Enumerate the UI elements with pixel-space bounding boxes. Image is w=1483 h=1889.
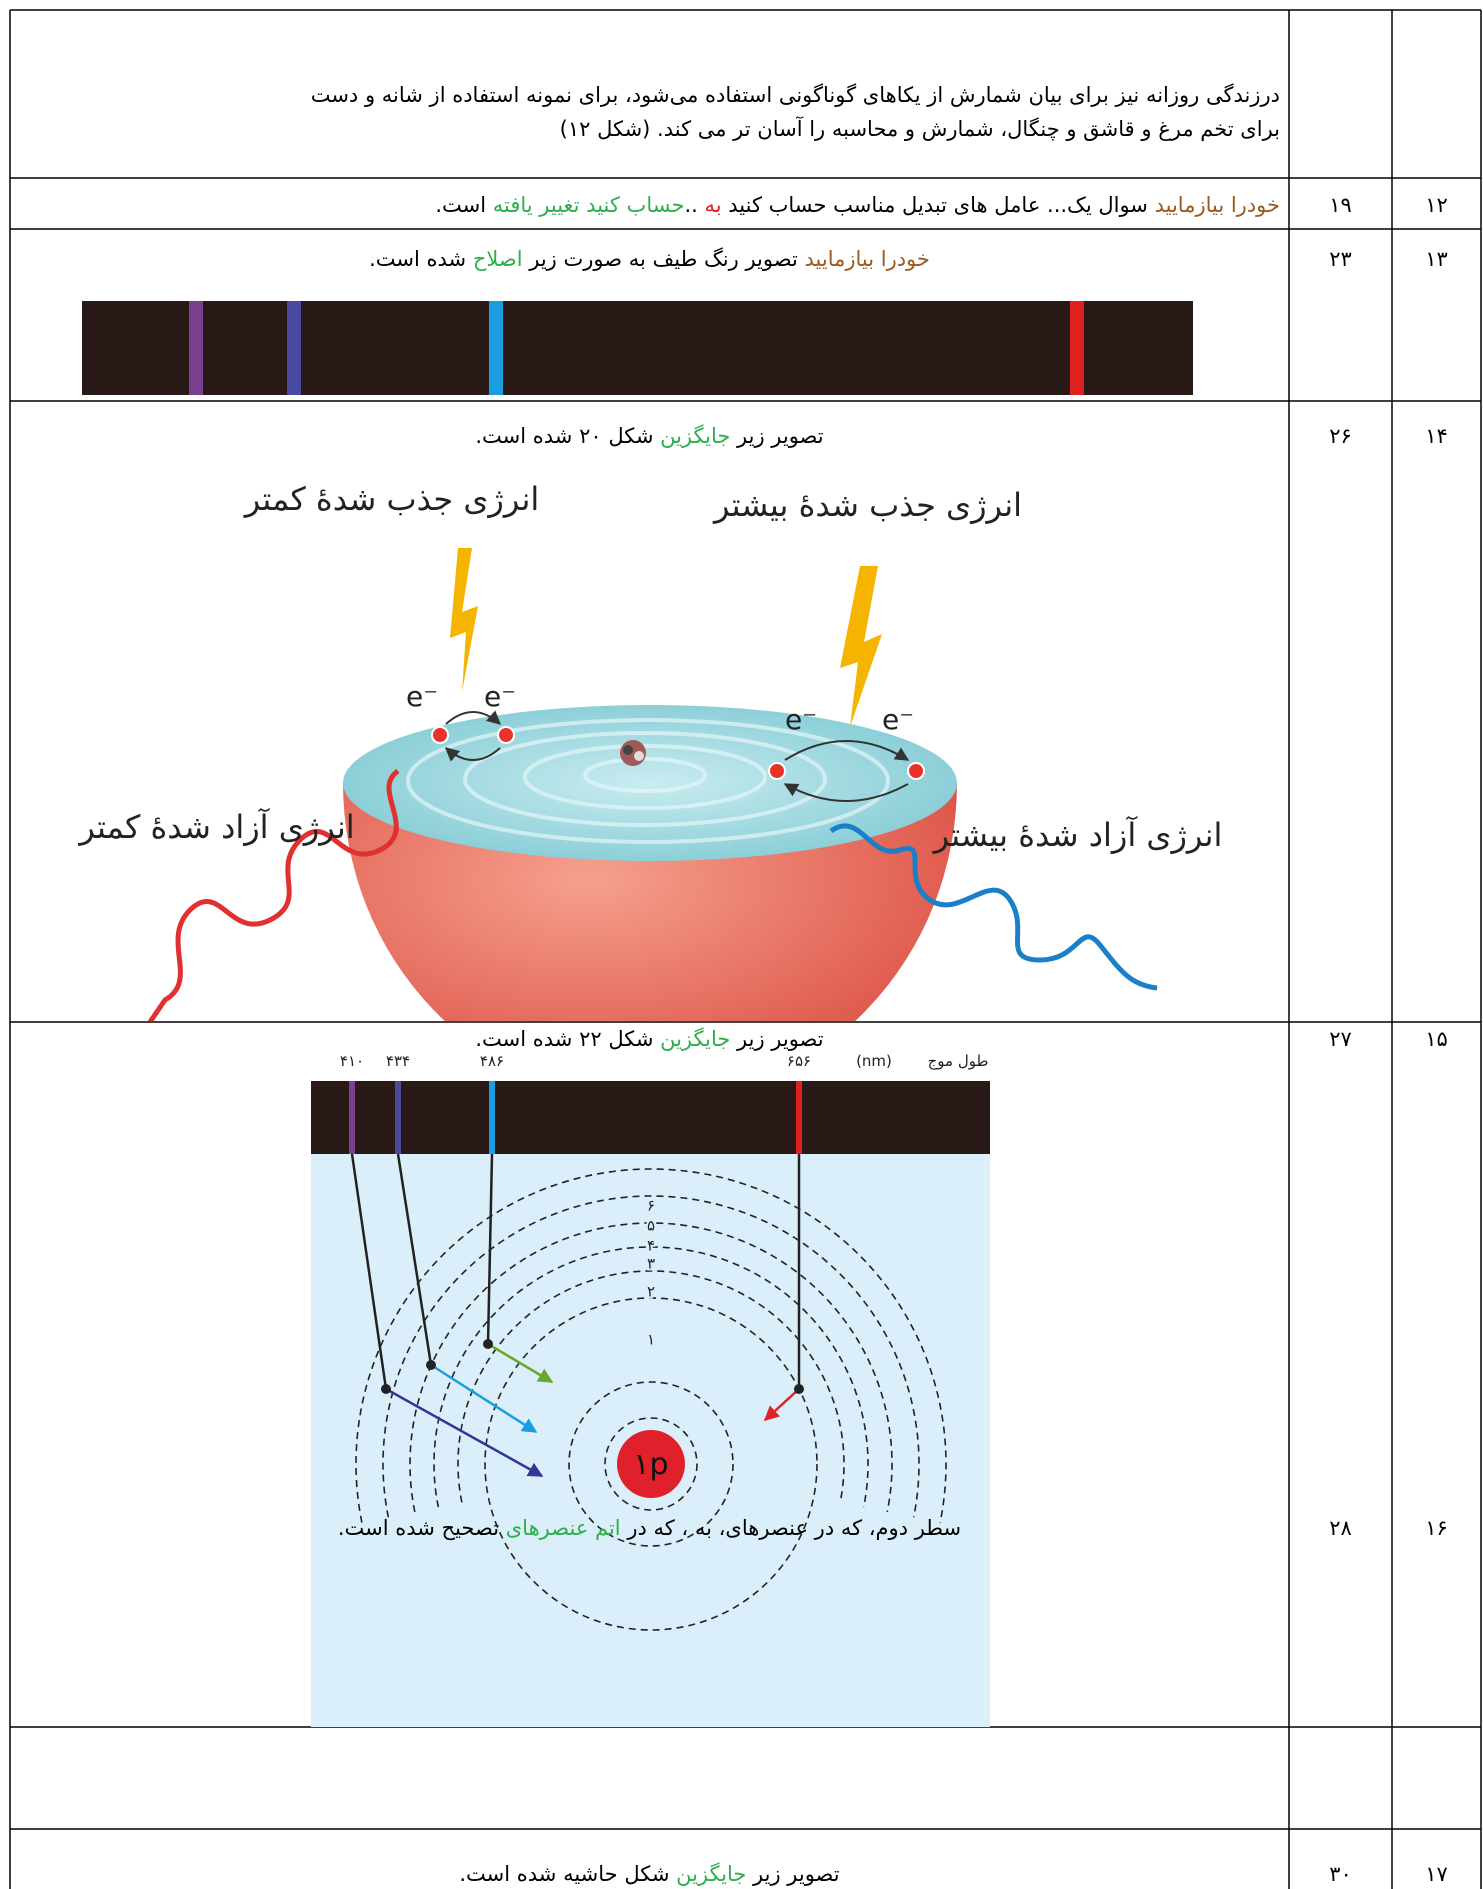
level-label: ۳ [647,1255,655,1273]
row-text: تصویر زیر جایگزین شکل ۲۲ شده است. [10,1024,1289,1054]
paragraph-line: درزندگی روزانه نیز برای بیان شمارش از یک… [310,83,1280,107]
electron-label: e⁻ [484,680,516,713]
text-segment: است. [435,193,493,217]
text-segment: شکل ۲۰ شده است. [475,424,661,448]
electron-label: e⁻ [785,703,817,736]
text-segment: شده است. [369,247,473,271]
text-segment: جایگزین [660,424,731,448]
wavelength-label: ۴۸۶ [480,1052,504,1070]
axis-label: طول موج [928,1052,989,1071]
level-label: ۴ [647,1237,655,1255]
orbit-ring [382,1195,920,1518]
page-number: ۲۳ [1329,247,1352,271]
page-number: ۳۰ [1329,1862,1352,1886]
orbit-ring [409,1222,893,1513]
text-segment: شکل حاشیه شده است. [459,1862,677,1886]
row-text: تصویر زیر جایگزین شکل ۲۰ شده است. [10,421,1289,451]
row-number: ۱۷ [1425,1862,1448,1886]
text-segment: تصویر زیر [730,424,824,448]
text-segment: تصویر رنگ طیف به صورت زیر [522,247,805,271]
text-segment: تصویر زیر [730,1027,824,1051]
text-segment: خودرا بیازمایید [804,247,930,271]
level-label: ۱ [647,1331,655,1349]
figure-label: انرژی آزاد شدهٔ کمتر [77,807,354,846]
atom-hemisphere-figure [147,548,1158,1021]
level-label: ۶ [647,1197,655,1215]
page-number: ۲۷ [1329,1027,1352,1051]
orbit-ring [433,1246,869,1508]
row-text: تصویر زیر جایگزین شکل حاشیه شده است. [10,1859,1289,1889]
page-number: ۱۹ [1329,193,1352,217]
wavelength-label: ۴۱۰ [340,1052,364,1070]
text-segment: سطر دوم، که در عنصرهای، به ، که در [620,1516,962,1540]
nucleus-label: ۱p [633,1447,668,1482]
text-segment: جایگزین [660,1027,731,1051]
orbit-ring [484,1297,818,1631]
figure-label: انرژی آزاد شدهٔ بیشتر [932,815,1223,854]
row-number: ۱۵ [1425,1027,1448,1051]
row-number: ۱۴ [1425,424,1448,448]
page-number: ۲۸ [1329,1516,1352,1540]
level-label: ۲ [647,1283,655,1301]
text-segment: اصلاح [472,247,523,271]
orbit-ring [568,1381,734,1547]
unit-label: (nm) [856,1052,892,1070]
row-text: سطر دوم، که در عنصرهای، به ، که در اتم ع… [10,1513,1289,1543]
paragraph-line: برای تخم مرغ و قاشق و چنگال، شمارش و محا… [559,117,1280,141]
electron-label: e⁻ [882,703,914,736]
orbit-ring [457,1270,845,1503]
text-segment: به [704,193,722,217]
text-segment: سوال یک... عامل های تبدیل مناسب حساب کنی… [721,193,1155,217]
orbit-ring [355,1168,947,1523]
text-segment: اتم عنصرهای [505,1516,621,1540]
row-number: ۱۶ [1425,1516,1448,1540]
text-segment: حساب کنید تغییر یافته [492,193,685,217]
orbit-ring [604,1417,698,1511]
level-label: ۵ [647,1217,655,1235]
text-segment: شکل ۲۲ شده است. [475,1027,661,1051]
figure-label: انرژی جذب شدهٔ کمتر [243,480,540,518]
row-text: خودرا بیازمایید سوال یک... عامل های تبدی… [435,190,1280,220]
wavelength-label: ۴۳۴ [386,1052,410,1070]
text-segment: .. [684,193,705,217]
text-segment: تصحیح شده است. [337,1516,506,1540]
text-segment: تصویر زیر [746,1862,840,1886]
figure-label: انرژی جذب شدهٔ بیشتر [712,486,1022,524]
electron-label: e⁻ [406,680,438,713]
spectrum-image [82,301,1193,395]
row-number: ۱۲ [1425,193,1448,217]
wavelength-label: ۶۵۶ [787,1052,811,1070]
page-number: ۲۶ [1329,424,1352,448]
hydrogen-spectrum-figure [311,1081,990,1727]
text-segment: خودرا بیازمایید [1154,193,1280,217]
row-text: خودرا بیازمایید تصویر رنگ طیف به صورت زی… [10,244,1289,274]
text-segment: جایگزین [676,1862,747,1886]
row-number: ۱۳ [1425,247,1448,271]
